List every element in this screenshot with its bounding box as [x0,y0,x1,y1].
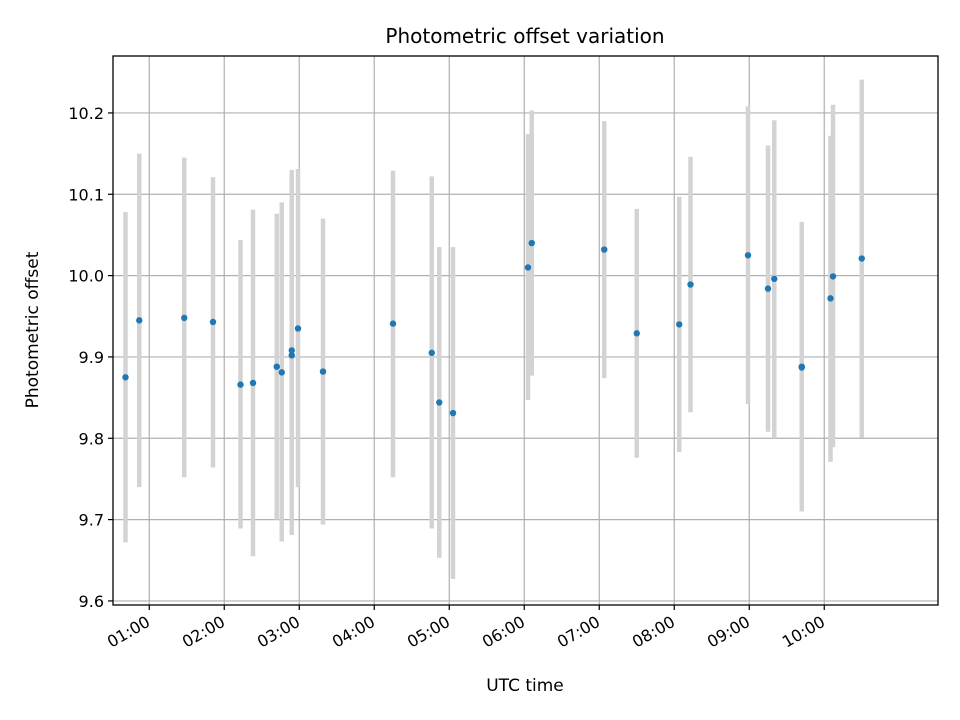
y-tick-label: 10.1 [68,185,104,204]
data-point [436,399,443,406]
y-axis-label: Photometric offset [23,251,43,408]
data-point [278,369,285,376]
data-point [288,352,295,359]
y-tick-label: 10.0 [68,267,104,286]
chart-title: Photometric offset variation [385,24,664,48]
data-point [209,318,217,326]
data-point [449,409,457,417]
data-point [676,321,683,328]
data-point [294,325,302,332]
data-point [389,320,397,327]
data-point [771,275,778,283]
plot-frame [112,55,939,606]
data-point [288,347,295,354]
data-point [528,239,535,247]
data-points [122,239,865,417]
x-axis-label: UTC time [486,676,564,696]
data-point [601,246,608,253]
data-point [181,314,188,322]
data-point [136,317,143,324]
data-point [764,285,772,292]
data-point [237,381,244,388]
y-tick-label: 9.6 [79,592,104,611]
data-point [524,264,532,271]
y-tick-label: 9.9 [79,348,104,367]
data-point [428,349,435,357]
data-point [633,330,640,337]
y-tick-label: 9.7 [79,511,104,530]
data-point [249,379,257,387]
data-point [798,364,805,371]
data-point [829,273,837,280]
data-point [273,363,280,370]
data-point [858,255,865,262]
y-tick-label: 10.2 [68,104,104,123]
data-point [744,252,752,259]
data-point [319,368,327,375]
data-point [827,295,834,302]
data-point [687,281,694,288]
y-axis-ticks: 9.6 9.7 9.8 9.9 10.0 10.1 10.2 [68,104,113,611]
data-point [122,374,129,381]
y-tick-label: 9.8 [79,429,104,448]
